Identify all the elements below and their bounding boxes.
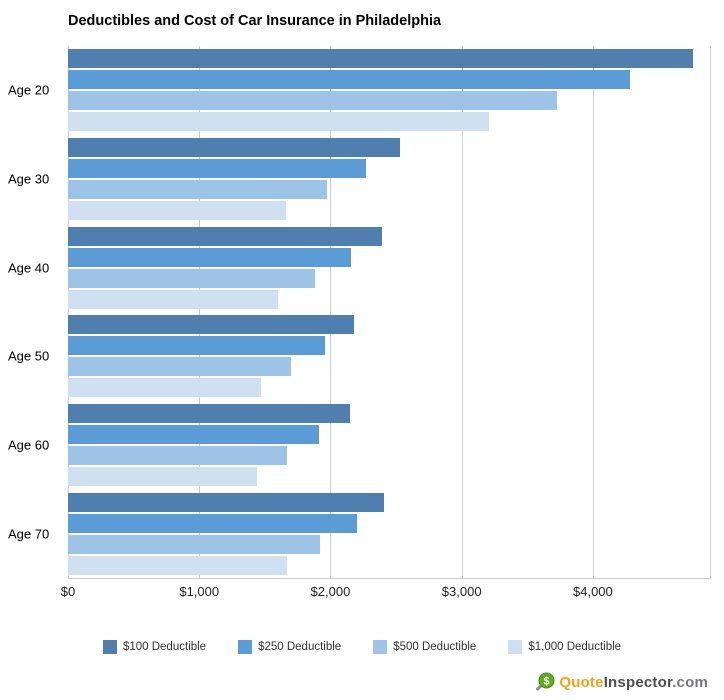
magnifier-dollar-icon: $ [536, 672, 555, 691]
bar-group [68, 46, 711, 135]
legend-item: $500 Deductible [373, 640, 476, 654]
bar [68, 513, 357, 533]
bar-group [68, 135, 711, 224]
x-axis-labels: $0 $1,000 $2,000 $3,000 $4,000 [61, 584, 711, 604]
bar-group [68, 312, 711, 401]
legend-item: $250 Deductible [238, 640, 341, 654]
bar [68, 247, 352, 267]
legend-label: $100 Deductible [122, 641, 207, 653]
bar [68, 138, 400, 157]
y-axis-label: Age 30 [8, 171, 50, 187]
bar [68, 404, 351, 424]
bar [68, 425, 319, 445]
x-axis-label: $4,000 [573, 584, 613, 599]
logo-quote: Quote [559, 673, 604, 691]
y-axis-labels: Age 20 Age 30 Age 40 Age 50 Age 60 Age 70 [0, 46, 60, 578]
legend-item: $100 Deductible [102, 640, 207, 654]
gridline [592, 46, 594, 578]
gridline [68, 46, 69, 578]
bar-group [68, 223, 711, 312]
y-axis-label: Age 20 [8, 82, 50, 98]
bar [68, 289, 278, 309]
bar [68, 180, 327, 199]
x-axis-label: $2,000 [310, 584, 351, 599]
logo-domain: .com [672, 673, 708, 691]
bar [68, 268, 315, 288]
bar-group [68, 489, 711, 578]
bar [68, 336, 326, 356]
logo-inspector: Inspector [603, 673, 673, 691]
y-axis-label: Age 50 [8, 348, 50, 364]
y-axis-label: Age 60 [8, 437, 50, 453]
legend-label: $500 Deductible [393, 641, 477, 653]
bar [68, 492, 385, 512]
bar [68, 226, 382, 246]
bar [68, 446, 288, 466]
dollar-glyph: $ [544, 676, 550, 688]
bar [68, 159, 366, 178]
legend-swatch [508, 640, 523, 654]
legend-swatch [102, 640, 117, 654]
legend-swatch [238, 640, 253, 654]
bar [68, 378, 261, 398]
x-axis-label: $3,000 [441, 584, 482, 599]
logo-text: QuoteInspector.com [559, 674, 708, 691]
x-axis-label: $0 [60, 584, 76, 599]
bar [68, 467, 257, 487]
legend: $100 Deductible $250 Deductible $500 Deduc… [0, 640, 724, 654]
x-axis-label: $1,000 [179, 584, 220, 599]
bar [68, 70, 630, 90]
bar-group [68, 401, 711, 490]
legend-item: $1,000 Deductible [508, 640, 621, 654]
brand-logo: $ QuoteInspector.com [535, 672, 708, 692]
bar [68, 201, 286, 220]
legend-label: $1,000 Deductible [528, 641, 622, 653]
bar [68, 534, 320, 554]
bar [68, 555, 288, 575]
bar [68, 315, 355, 335]
gridline [199, 46, 201, 578]
bar [68, 112, 490, 132]
plot-right-border [710, 46, 711, 578]
y-axis-label: Age 40 [8, 260, 50, 276]
gridline [461, 46, 463, 578]
gridline [330, 46, 332, 578]
bar [68, 357, 292, 377]
y-axis-label: Age 70 [8, 526, 50, 542]
legend-label: $250 Deductible [258, 641, 342, 653]
legend-swatch [373, 640, 388, 654]
bar [68, 49, 693, 69]
chart-title: Deductibles and Cost of Car Insurance in… [68, 13, 442, 29]
bar-groups [68, 46, 711, 578]
plot-area [68, 46, 711, 579]
bar [68, 91, 558, 111]
